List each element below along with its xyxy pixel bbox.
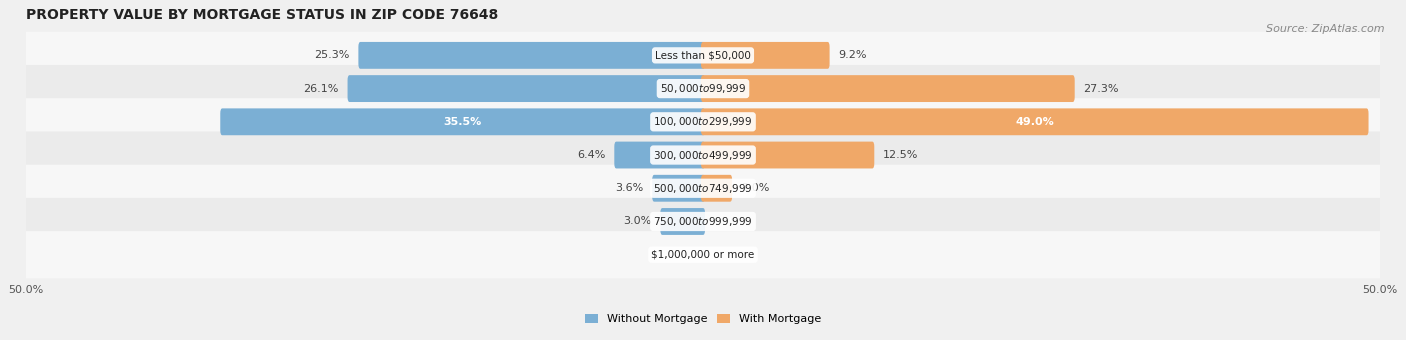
FancyBboxPatch shape (652, 175, 704, 202)
FancyBboxPatch shape (702, 141, 875, 168)
Text: 25.3%: 25.3% (314, 50, 350, 61)
Text: $300,000 to $499,999: $300,000 to $499,999 (654, 149, 752, 162)
Text: $1,000,000 or more: $1,000,000 or more (651, 250, 755, 260)
FancyBboxPatch shape (359, 42, 704, 69)
Text: $750,000 to $999,999: $750,000 to $999,999 (654, 215, 752, 228)
Text: $100,000 to $299,999: $100,000 to $299,999 (654, 115, 752, 128)
Text: 3.6%: 3.6% (616, 183, 644, 193)
Text: 27.3%: 27.3% (1084, 84, 1119, 94)
FancyBboxPatch shape (22, 98, 1384, 146)
Text: 49.0%: 49.0% (1015, 117, 1054, 127)
FancyBboxPatch shape (702, 75, 1074, 102)
Text: 6.4%: 6.4% (576, 150, 606, 160)
Text: PROPERTY VALUE BY MORTGAGE STATUS IN ZIP CODE 76648: PROPERTY VALUE BY MORTGAGE STATUS IN ZIP… (25, 8, 498, 22)
FancyBboxPatch shape (22, 198, 1384, 245)
FancyBboxPatch shape (661, 208, 704, 235)
Text: $500,000 to $749,999: $500,000 to $749,999 (654, 182, 752, 195)
FancyBboxPatch shape (22, 65, 1384, 112)
Text: Less than $50,000: Less than $50,000 (655, 50, 751, 61)
FancyBboxPatch shape (702, 42, 830, 69)
FancyBboxPatch shape (22, 132, 1384, 178)
FancyBboxPatch shape (347, 75, 704, 102)
FancyBboxPatch shape (22, 32, 1384, 79)
Text: $50,000 to $99,999: $50,000 to $99,999 (659, 82, 747, 95)
Text: 26.1%: 26.1% (304, 84, 339, 94)
Text: 12.5%: 12.5% (883, 150, 918, 160)
FancyBboxPatch shape (22, 231, 1384, 278)
FancyBboxPatch shape (702, 108, 1368, 135)
Text: Source: ZipAtlas.com: Source: ZipAtlas.com (1267, 24, 1385, 34)
Text: 2.0%: 2.0% (741, 183, 769, 193)
FancyBboxPatch shape (702, 175, 733, 202)
FancyBboxPatch shape (221, 108, 704, 135)
Text: 3.0%: 3.0% (623, 217, 651, 226)
FancyBboxPatch shape (614, 141, 704, 168)
Text: 9.2%: 9.2% (838, 50, 868, 61)
Text: 35.5%: 35.5% (443, 117, 482, 127)
FancyBboxPatch shape (22, 165, 1384, 212)
Legend: Without Mortgage, With Mortgage: Without Mortgage, With Mortgage (581, 309, 825, 329)
